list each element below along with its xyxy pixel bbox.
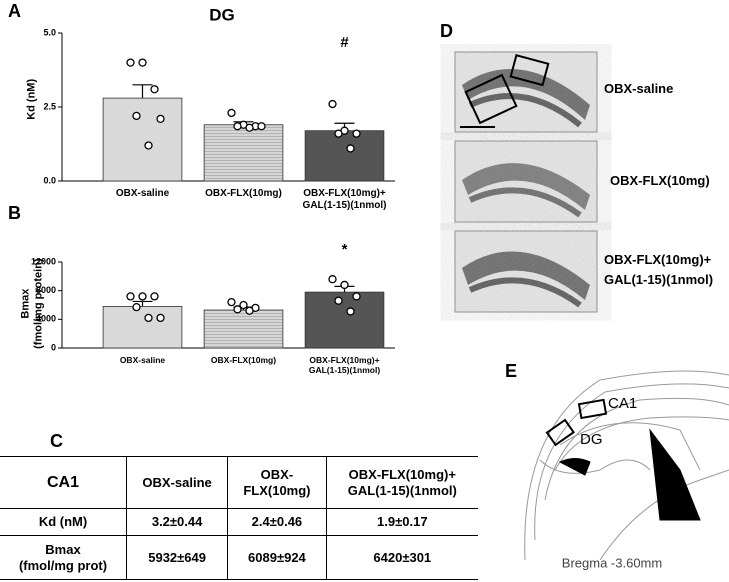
panel-letter: C [50,431,63,451]
data-point [138,58,147,67]
panel-letter: D [440,21,453,41]
x-tick-label: OBX-FLX(10mg) [210,355,277,365]
table-cell: OBX-saline [125,456,228,509]
image-label: OBX-saline [604,81,674,96]
y-tick-label: 4000 [36,314,56,324]
table-cell: Kd (nM) [38,514,88,530]
data-point [352,129,361,138]
y-axis-label: Bmax (fmol/mg protein) [19,258,44,349]
data-point [233,305,242,314]
data-point [328,275,337,284]
data-point [245,306,254,315]
table-cell: 2.4±0.46 [227,508,327,536]
bar [102,306,183,349]
data-point [334,129,343,138]
data-point [144,141,153,150]
data-point [346,307,355,316]
data-point [150,292,159,301]
data-point [126,292,135,301]
bar [102,97,183,182]
chart-title: DG [209,5,235,24]
annotation: # [340,34,349,51]
data-point [132,302,141,312]
error-bar [132,84,153,99]
panel-letter: B [8,203,21,223]
data-point [340,280,349,290]
table-cell: 1.9±0.17 [325,508,478,536]
table-cell: OBX- FLX(10mg) [227,456,327,509]
table-cell: 3.2±0.44 [125,508,228,536]
y-tick-label: 2.5 [43,101,56,111]
table-cell: 6420±301 [325,535,478,580]
atlas-label: CA1 [608,395,637,412]
data-point [233,122,242,131]
y-tick-label: 0.0 [43,175,56,185]
data-point [138,292,147,301]
data-table: CA1 OBX-saline OBX- FLX(10mg) OBX-FLX(10mg)… [0,456,478,580]
table-cell: CA1 [46,473,79,491]
bar [203,124,284,182]
data-point [334,296,343,305]
data-point [126,58,135,67]
data-point [150,85,159,94]
panel-letter: E [505,361,517,381]
atlas-label: DG [580,431,603,448]
x-tick-label: OBX-FLX(10mg)+ GAL(1-15)(1nmol) [308,355,381,375]
bar [304,291,385,349]
bar [304,130,385,182]
y-tick-label: 5.0 [43,27,56,37]
data-point [346,144,355,153]
data-point [328,99,337,109]
table-cell: OBX-FLX(10mg)+ GAL(1-15)(1nmol) [325,456,478,509]
data-point [144,313,153,323]
y-axis-label: Kd (nM) [25,78,38,120]
data-point [156,313,165,323]
data-point [156,114,165,123]
atlas-drawing [524,370,729,561]
bar [203,309,284,349]
data-point [245,123,254,132]
x-tick-label: OBX-FLX(10mg) [205,188,282,199]
annotation: * [342,241,348,258]
brain-section-images [454,51,598,313]
table-cell: 5932±649 [125,535,228,580]
panel-letter: A [8,1,21,21]
y-tick-label: 0 [51,342,56,352]
data-point [227,297,236,307]
image-label: OBX-FLX(10mg)+ GAL(1-15)(1nmol) [604,252,714,287]
image-label: OBX-FLX(10mg) [610,173,710,188]
table-cell: Bmax (fmol/mg prot) [18,541,108,573]
table-cell: 6089±924 [227,535,327,580]
y-tick-label: 8000 [36,285,56,295]
error-bar [132,300,153,307]
y-tick-label: 12000 [31,256,56,266]
x-tick-label: OBX-FLX(10mg)+ GAL(1-15)(1nmol) [302,188,387,211]
data-point [352,292,361,301]
x-tick-label: OBX-saline [119,355,166,365]
atlas-caption: Bregma -3.60mm [562,555,662,570]
data-point [257,122,266,131]
data-point [239,300,248,310]
x-tick-label: OBX-saline [115,188,170,199]
data-point [227,108,236,118]
data-point [132,111,141,121]
